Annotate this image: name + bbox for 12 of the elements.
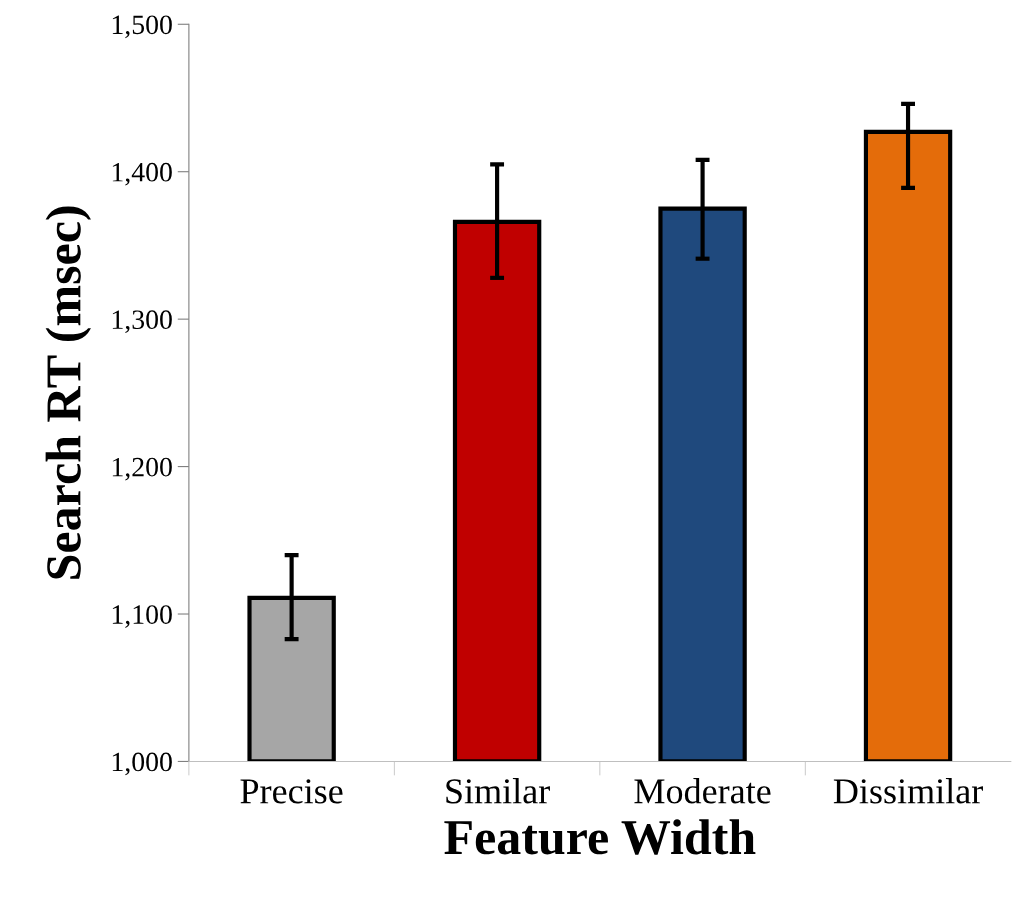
x-axis-title: Feature Width [444,819,756,855]
x-tick-label: Dissimilar [833,778,983,804]
y-tick-label: 1,400 [112,162,172,186]
x-tick-label: Precise [240,779,343,804]
y-tick-label: 1,100 [112,605,172,628]
y-tick-label: 1,300 [112,310,172,334]
x-tick-label: Similar [446,778,550,804]
y-axis-title: Search RT (msec) [45,206,91,579]
y-tick-label: 1,500 [112,15,172,39]
x-tick-label: Moderate [634,778,771,804]
y-tick-label: 1,000 [112,752,172,776]
y-tick-label: 1,200 [112,457,172,481]
